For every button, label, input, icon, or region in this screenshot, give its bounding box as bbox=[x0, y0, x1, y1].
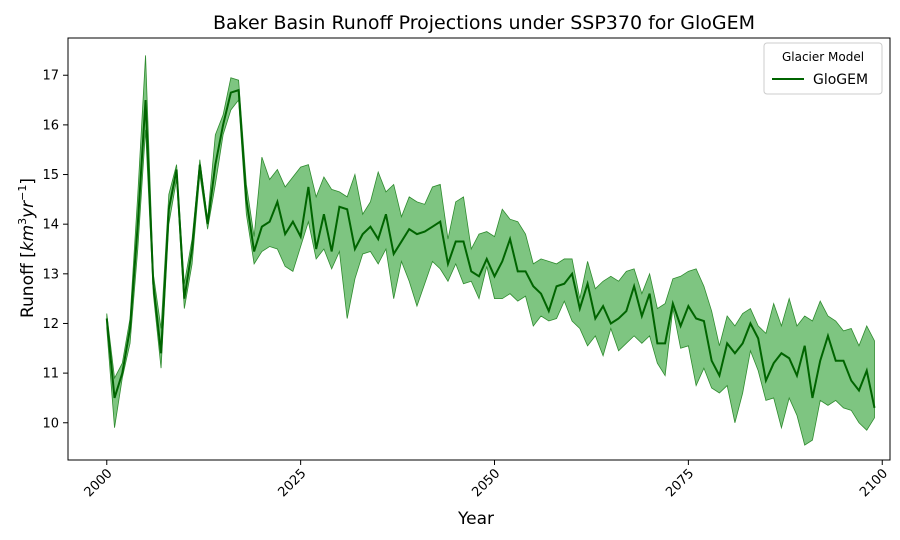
y-axis-label: Runoff [km3yr−1] bbox=[16, 178, 38, 318]
y-tick-label: 16 bbox=[42, 118, 59, 133]
legend-box bbox=[763, 42, 883, 95]
x-tick-label: 2025 bbox=[275, 466, 309, 500]
chart-title: Baker Basin Runoff Projections under SSP… bbox=[213, 12, 755, 34]
runoff-range-band bbox=[106, 55, 875, 446]
x-axis: 2000 2025 2050 2075 2100 bbox=[82, 460, 891, 500]
legend-entry-glogem: GloGEM bbox=[813, 72, 868, 88]
y-axis: 10 11 12 13 14 15 16 17 bbox=[42, 69, 68, 431]
plot-area bbox=[105, 55, 876, 446]
legend: Glacier Model GloGEM bbox=[763, 42, 883, 95]
x-tick-label: 2075 bbox=[663, 466, 697, 500]
plot-frame bbox=[67, 37, 891, 461]
y-tick-label: 11 bbox=[42, 367, 59, 382]
y-tick-label: 17 bbox=[42, 69, 59, 84]
x-tick-label: 2100 bbox=[857, 466, 891, 500]
legend-title: Glacier Model bbox=[782, 50, 864, 64]
x-tick-label: 2000 bbox=[82, 466, 116, 500]
y-tick-label: 15 bbox=[42, 168, 59, 183]
y-tick-label: 12 bbox=[42, 317, 59, 332]
series-line-glogem bbox=[105, 88, 876, 409]
y-tick-label: 10 bbox=[42, 416, 59, 431]
x-tick-label: 2050 bbox=[469, 466, 503, 500]
x-axis-label: Year bbox=[457, 509, 494, 529]
y-tick-label: 13 bbox=[42, 267, 59, 282]
y-tick-label: 14 bbox=[42, 218, 59, 233]
